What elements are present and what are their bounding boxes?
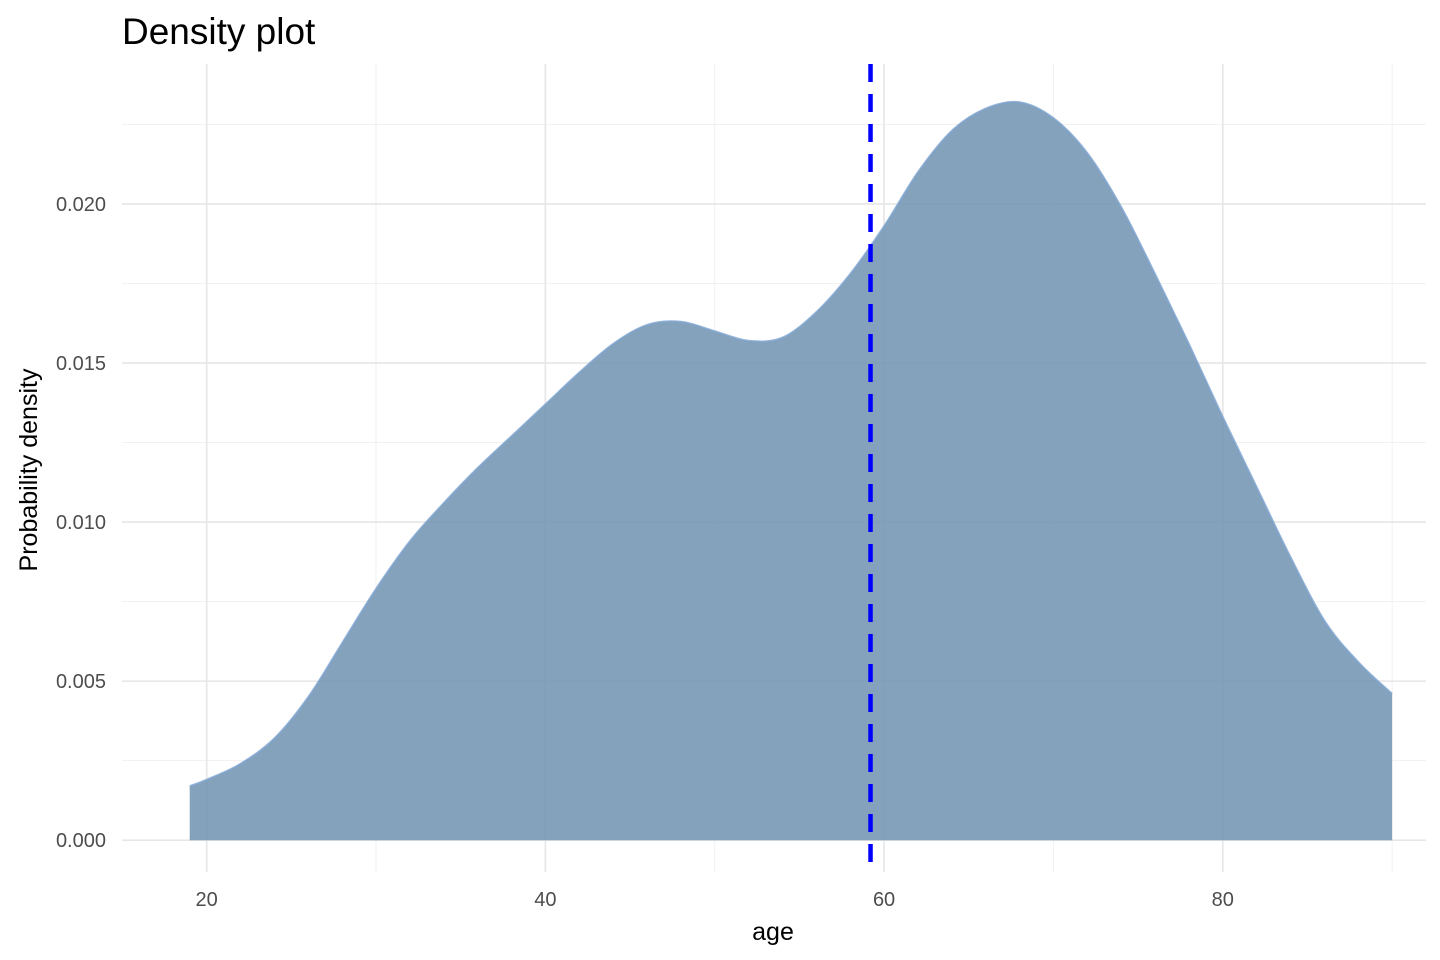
y-tick-label: 0.000 [56, 830, 106, 852]
y-tick-label: 0.020 [56, 194, 106, 216]
x-tick-label: 60 [873, 889, 895, 911]
y-tick-label: 0.005 [56, 671, 106, 693]
y-tick-labels: 0.000 0.005 0.010 0.015 0.020 [56, 194, 106, 852]
y-tick-label: 0.015 [56, 353, 106, 375]
y-axis-title: Probability density [15, 368, 43, 571]
x-axis-title: age [752, 918, 794, 946]
density-area [189, 101, 1393, 841]
chart-title: Density plot [122, 11, 316, 52]
x-tick-labels: 20 40 60 80 [196, 889, 1234, 911]
density-area-layer [189, 100, 1393, 841]
y-tick-label: 0.010 [56, 512, 106, 534]
x-tick-label: 80 [1212, 889, 1234, 911]
x-tick-label: 20 [196, 889, 218, 911]
density-curve [189, 100, 1393, 788]
x-tick-label: 40 [534, 889, 556, 911]
